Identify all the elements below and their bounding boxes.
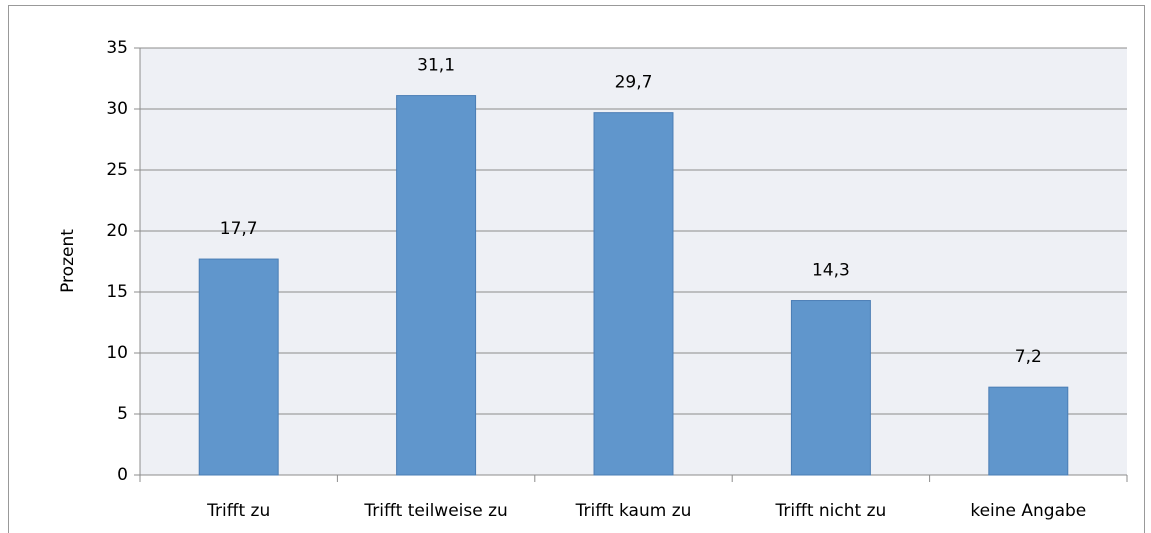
value-label: 31,1 [417, 56, 455, 76]
y-tick-label: 15 [106, 282, 128, 302]
bar [593, 112, 674, 476]
bar [396, 95, 477, 476]
bar [988, 386, 1069, 476]
y-tick-label: 0 [117, 465, 128, 485]
y-tick-label: 20 [106, 221, 128, 241]
y-tick-label: 30 [106, 99, 128, 119]
x-tick-label: Trifft zu [206, 501, 270, 521]
x-tick-label: Trifft kaum zu [575, 501, 692, 521]
bar [198, 258, 279, 476]
value-label: 14,3 [812, 261, 850, 281]
y-tick-label: 10 [106, 343, 128, 363]
value-label: 29,7 [615, 73, 653, 93]
y-axis-label: Prozent [58, 229, 78, 293]
y-tick-label: 35 [106, 38, 128, 58]
value-label: 7,2 [1015, 347, 1042, 367]
y-tick-label: 5 [117, 404, 128, 424]
x-tick-label: Trifft teilweise zu [363, 501, 507, 521]
bar [790, 300, 871, 476]
x-tick-label: keine Angabe [970, 501, 1086, 521]
y-tick-label: 25 [106, 160, 128, 180]
value-label: 17,7 [220, 219, 258, 239]
x-tick-label: Trifft nicht zu [775, 501, 887, 521]
